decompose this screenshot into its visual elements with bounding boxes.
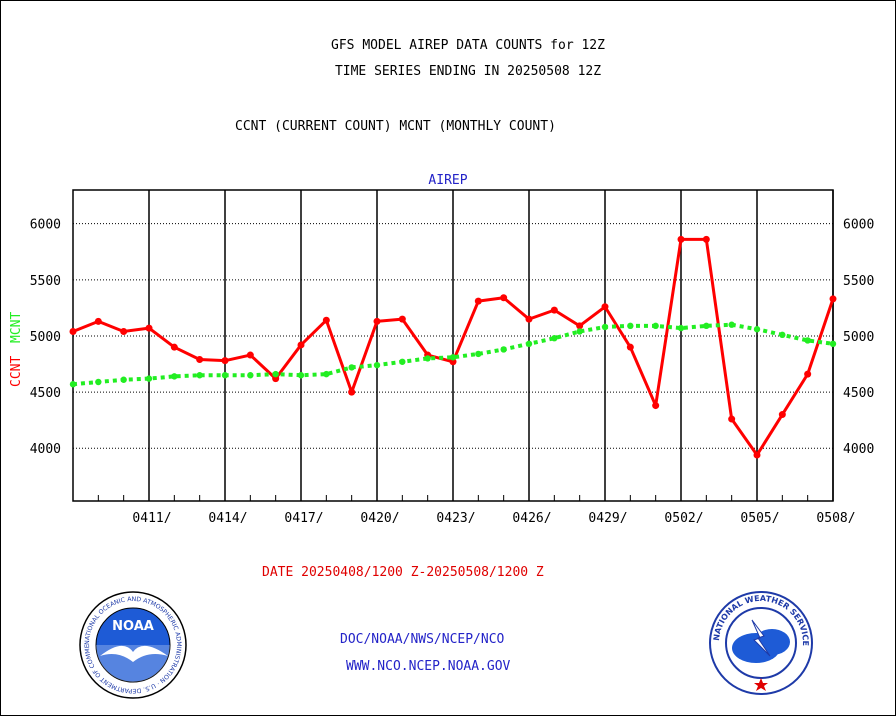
data-point-mcnt (221, 372, 229, 379)
chart-title-line2: TIME SERIES ENDING IN 20250508 12Z (334, 64, 602, 79)
data-point-ccnt (778, 411, 786, 419)
data-point-ccnt (677, 235, 685, 243)
data-point-mcnt (69, 381, 77, 388)
data-point-ccnt (69, 327, 77, 335)
noaa-logo: NOAA NATIONAL OCEANIC AND ATMOSPHERIC AD… (78, 590, 187, 699)
y-tick-label-left: 5000 (30, 330, 61, 345)
x-tick-label: 0423/ (436, 511, 475, 526)
credit-website[interactable]: WWW.NCO.NCEP.NOAA.GOV (346, 659, 511, 674)
data-point-ccnt (804, 370, 812, 378)
data-point-ccnt (728, 415, 736, 423)
y-tick-label-right: 6000 (843, 218, 874, 233)
data-point-ccnt (322, 316, 330, 324)
data-point-mcnt (145, 375, 153, 382)
data-point-ccnt (145, 324, 153, 332)
y-tick-label-right: 5000 (843, 330, 874, 345)
data-point-mcnt (829, 340, 837, 348)
axis-layer: 4000 4000 4500 4500 5000 5000 5500 5500 6000 6000… (30, 189, 874, 526)
data-point-mcnt (652, 322, 659, 330)
data-point-ccnt (221, 357, 229, 365)
data-point-mcnt (449, 354, 457, 361)
y-tick-label-right: 4000 (843, 442, 874, 457)
data-point-ccnt (829, 295, 837, 303)
credit-org-path[interactable]: DOC/NOAA/NWS/NCEP/NCO (340, 632, 505, 647)
data-point-mcnt (753, 326, 761, 333)
data-point-ccnt (753, 451, 761, 459)
x-tick-label: 0426/ (512, 511, 551, 526)
data-point-ccnt (272, 375, 280, 383)
data-point-ccnt (170, 343, 178, 351)
y-tick-label-left: 6000 (30, 218, 61, 233)
y-tick-label-right: 4500 (843, 386, 874, 401)
svg-text:NOAA: NOAA (112, 619, 154, 634)
data-point-mcnt (779, 331, 786, 339)
x-tick-label: 0508/ (816, 511, 855, 526)
data-point-mcnt (677, 324, 685, 332)
data-point-mcnt (120, 376, 127, 383)
data-point-mcnt (525, 340, 533, 348)
data-point-mcnt (424, 355, 431, 362)
data-point-ccnt (626, 343, 634, 351)
chart-legend-description: CCNT (CURRENT COUNT) MCNT (MONTHLY COUNT… (235, 119, 556, 134)
data-point-mcnt (95, 378, 102, 386)
data-point-mcnt (348, 364, 355, 371)
grid-layer (73, 190, 834, 501)
data-point-mcnt (601, 323, 609, 331)
data-point-mcnt (475, 350, 482, 358)
plot-title: AIREP (428, 173, 467, 188)
data-point-mcnt (247, 372, 254, 379)
data-point-ccnt (576, 322, 584, 330)
data-point-mcnt (297, 372, 305, 379)
data-point-ccnt (474, 297, 482, 305)
data-point-mcnt (196, 372, 203, 379)
data-point-mcnt (272, 370, 279, 378)
data-point-ccnt (120, 327, 128, 335)
data-point-ccnt (373, 317, 381, 325)
y-tick-label-left: 4000 (30, 442, 61, 457)
data-point-ccnt (601, 303, 609, 311)
data-point-ccnt (398, 315, 406, 323)
data-point-ccnt (500, 294, 508, 302)
data-point-ccnt (246, 351, 254, 359)
data-point-mcnt (373, 361, 381, 369)
chart-area: 4000 4000 4500 4500 5000 5000 5500 5500 6000 6000… (9, 173, 874, 526)
x-tick-label: 0417/ (284, 511, 323, 526)
x-tick-label: 0505/ (740, 511, 779, 526)
y-axis-label-mcnt: MCNT (9, 312, 24, 343)
y-axis-label-ccnt: CCNT (9, 356, 24, 387)
x-tick-label: 0411/ (132, 511, 171, 526)
y-tick-label-left: 4500 (30, 386, 61, 401)
x-tick-label: 0420/ (360, 511, 399, 526)
data-point-ccnt (652, 402, 660, 410)
data-point-mcnt (728, 321, 735, 328)
data-point-mcnt (323, 370, 330, 378)
data-point-ccnt (550, 306, 558, 314)
data-point-mcnt (171, 373, 178, 380)
data-point-mcnt (804, 337, 811, 344)
series-layer (69, 235, 837, 459)
date-range-label: DATE 20250408/1200 Z-20250508/1200 Z (262, 565, 544, 580)
chart-title-line1: GFS MODEL AIREP DATA COUNTS for 12Z (331, 38, 605, 53)
data-point-ccnt (94, 317, 102, 325)
data-point-mcnt (576, 328, 583, 335)
nws-logo: NATIONAL WEATHER SERVICE (709, 591, 813, 695)
data-point-mcnt (500, 346, 507, 353)
data-point-mcnt (703, 322, 710, 330)
data-point-mcnt (551, 335, 558, 342)
x-tick-label: 0429/ (588, 511, 627, 526)
data-point-ccnt (449, 358, 457, 366)
data-point-ccnt (297, 341, 305, 349)
data-point-ccnt (348, 388, 356, 396)
y-tick-label-right: 5500 (843, 274, 874, 289)
data-point-ccnt (702, 235, 710, 243)
x-tick-label: 0414/ (208, 511, 247, 526)
data-point-mcnt (399, 358, 406, 365)
x-tick-label: 0502/ (664, 511, 703, 526)
y-tick-label-left: 5500 (30, 274, 61, 289)
data-point-mcnt (627, 322, 634, 330)
data-point-ccnt (196, 356, 204, 364)
data-point-ccnt (525, 315, 533, 323)
